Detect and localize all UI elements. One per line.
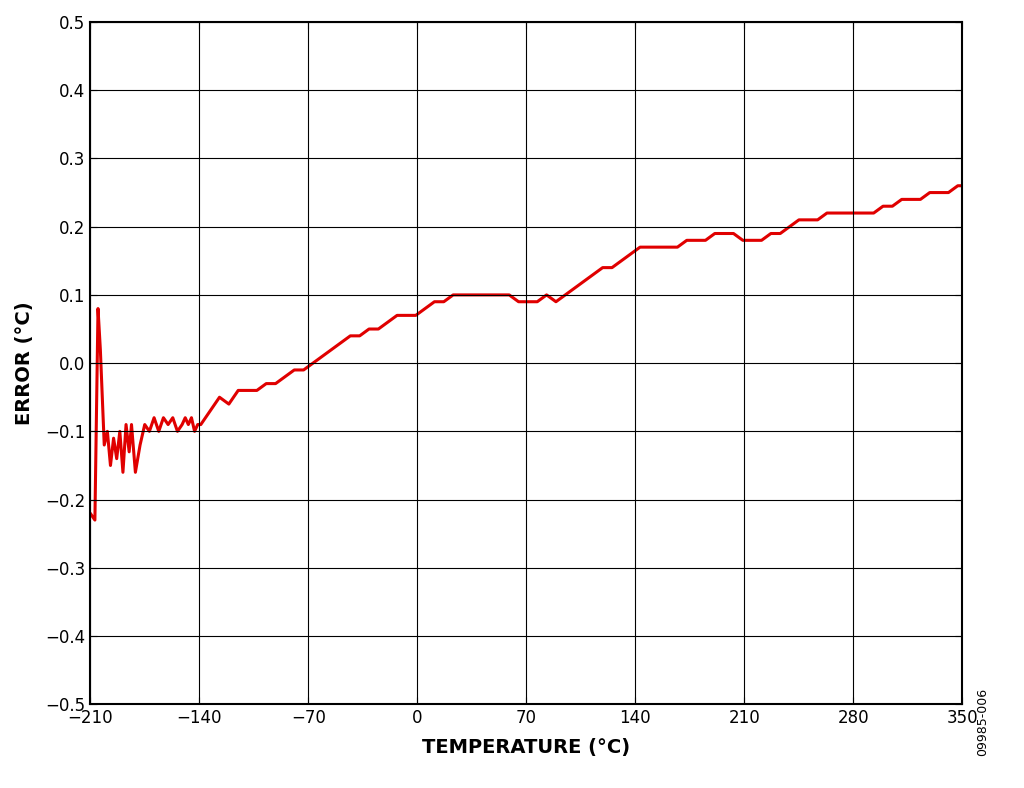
X-axis label: TEMPERATURE (°C): TEMPERATURE (°C) [422, 738, 631, 757]
Text: 09985-006: 09985-006 [977, 689, 989, 756]
Y-axis label: ERROR (°C): ERROR (°C) [15, 301, 34, 425]
